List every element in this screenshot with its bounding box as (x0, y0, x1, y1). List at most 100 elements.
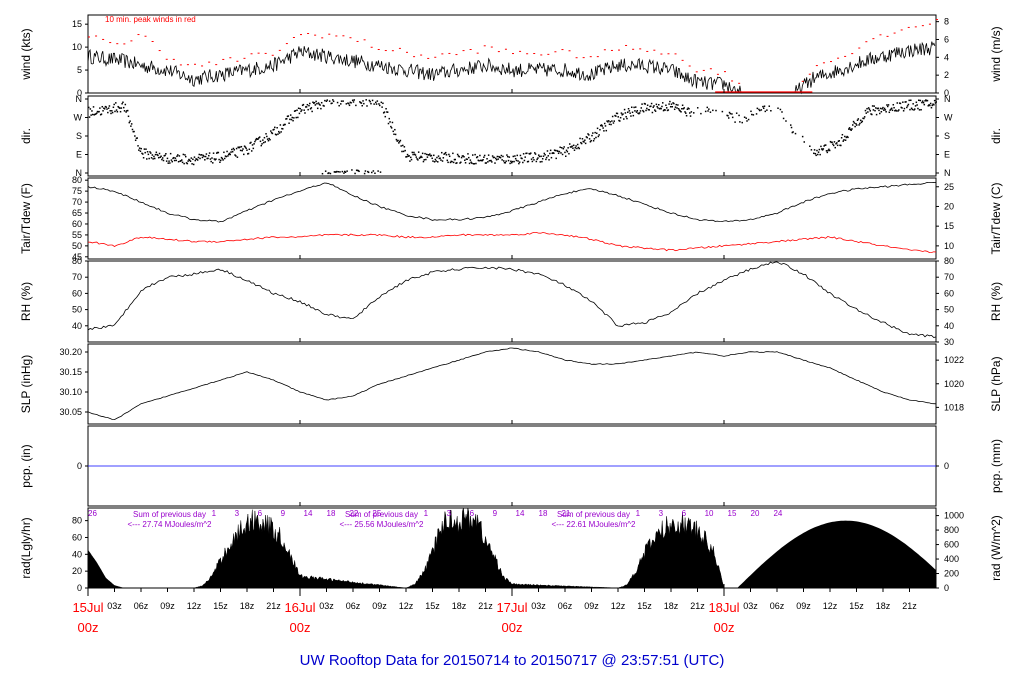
dir-point (481, 159, 484, 162)
ylabel-left-dir: dir. (19, 128, 33, 144)
dir-point (575, 145, 577, 147)
dir-point (687, 107, 689, 109)
dir-point (328, 100, 331, 102)
dir-point (230, 151, 232, 153)
dir-point (662, 109, 665, 112)
dir-point (206, 157, 208, 160)
dir-point (386, 111, 389, 113)
dir-point (649, 105, 651, 108)
ytick-label-left: N (76, 168, 83, 178)
dir-point (444, 151, 447, 154)
dir-point (872, 109, 875, 111)
ytick-label-right: 60 (944, 288, 954, 298)
ytick-label-left: 80 (72, 175, 82, 185)
dir-point (429, 155, 432, 157)
dir-point (634, 106, 637, 108)
dir-point (851, 124, 854, 126)
dir-point (810, 149, 813, 151)
dir-point (875, 113, 878, 116)
ytick-label-left: 80 (72, 516, 82, 526)
dir-point (526, 160, 529, 163)
dir-point (794, 132, 797, 135)
dir-point (417, 159, 419, 161)
dir-point (295, 116, 297, 119)
rad-hour-marker: 24 (773, 509, 782, 518)
dir-point (858, 124, 860, 126)
dir-point (203, 155, 205, 158)
chart-title: UW Rooftop Data for 20150714 to 20150717… (300, 652, 725, 669)
ytick-label-left: 10 (72, 42, 82, 52)
rad-hour-marker: 6 (258, 509, 263, 518)
dir-point (677, 104, 679, 106)
dir-point (782, 117, 785, 120)
dir-point (731, 116, 734, 119)
dir-point (866, 107, 868, 110)
dir-point (191, 163, 193, 165)
ytick-label-left: 0 (77, 88, 82, 98)
dir-point (532, 156, 534, 159)
dir-point (824, 144, 827, 146)
dir-point (549, 149, 552, 152)
dir-point (541, 160, 543, 163)
dir-point (323, 105, 325, 107)
dir-point (628, 110, 631, 112)
dir-point (320, 101, 323, 104)
dir-point (625, 115, 627, 118)
ytick-label-left: 75 (72, 186, 82, 196)
dir-point (194, 159, 197, 162)
dir-point (462, 155, 464, 157)
dir-point (546, 150, 549, 152)
dir-point (237, 146, 239, 148)
dir-point (494, 162, 496, 164)
dir-point (315, 100, 317, 103)
dir-point (369, 100, 371, 103)
rad-hour-marker: 14 (304, 509, 313, 518)
dir-point (210, 160, 212, 163)
dir-point (103, 107, 105, 109)
dir-point (630, 115, 632, 117)
dir-point (514, 157, 517, 160)
dir-point (839, 144, 841, 147)
dir-point (685, 114, 688, 117)
dir-point (673, 108, 676, 111)
dir-point (372, 170, 375, 172)
dir-point (139, 150, 142, 152)
dir-point (528, 152, 530, 155)
dir-point (208, 152, 211, 154)
xtick-label: 15z (425, 601, 440, 611)
ytick-label-right: 20 (944, 201, 954, 211)
ytick-label-right: 40 (944, 321, 954, 331)
dir-point (464, 162, 467, 164)
dir-point (841, 133, 844, 136)
dir-point (530, 158, 533, 160)
dir-point (824, 144, 826, 146)
dir-point (891, 109, 894, 112)
dir-point (413, 153, 416, 156)
dir-point (163, 155, 166, 157)
dir-point (758, 109, 761, 112)
dir-point (557, 152, 560, 155)
dir-point (664, 109, 666, 111)
dir-point (537, 157, 539, 159)
dir-point (525, 152, 527, 155)
dir-point (879, 107, 882, 110)
dir-point (286, 115, 289, 118)
dir-point (388, 117, 391, 120)
dir-point (600, 124, 603, 126)
dir-point (415, 156, 418, 158)
dir-point (255, 137, 258, 140)
dir-point (647, 108, 650, 111)
dir-point (289, 114, 292, 116)
dir-point (422, 160, 425, 163)
dir-point (911, 108, 914, 111)
dir-point (855, 122, 857, 125)
dir-point (758, 108, 760, 111)
dir-point (466, 158, 468, 161)
ytick-label-left: 0 (77, 461, 82, 471)
dir-point (270, 131, 273, 134)
dir-point (173, 156, 175, 159)
dir-point (352, 101, 355, 103)
dir-point (119, 107, 121, 109)
dir-point (269, 138, 271, 141)
dir-point (359, 101, 361, 103)
